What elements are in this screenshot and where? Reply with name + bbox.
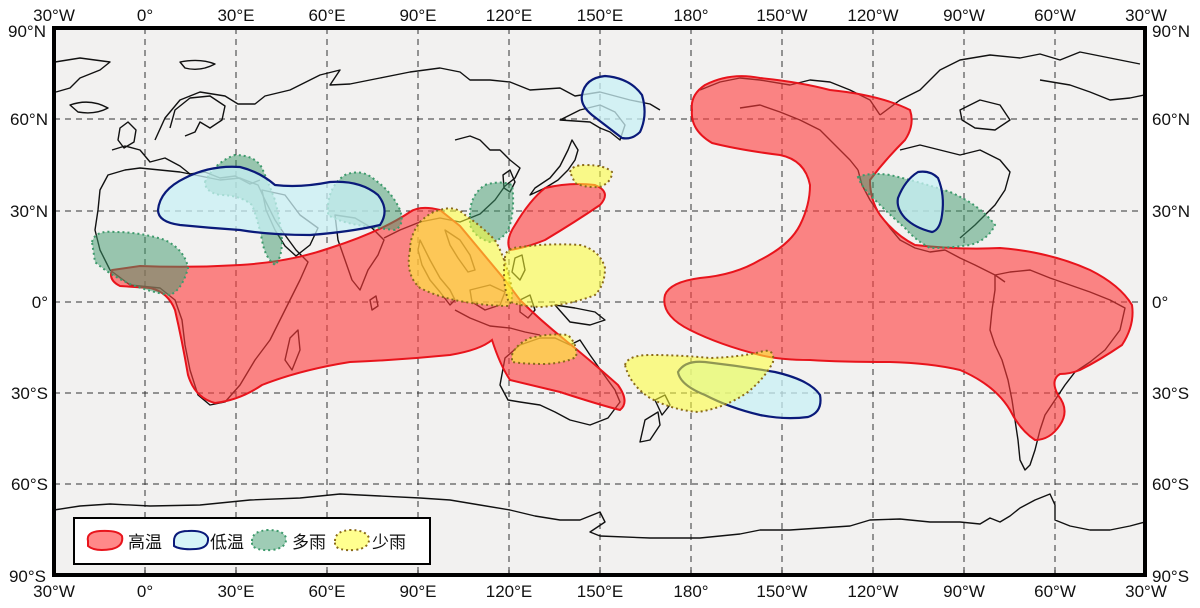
svg-text:30°E: 30°E	[217, 6, 254, 25]
svg-text:30°W: 30°W	[1125, 6, 1167, 25]
svg-text:120°W: 120°W	[847, 6, 898, 25]
svg-text:0°: 0°	[137, 6, 153, 25]
region-wet-west-africa	[90, 230, 190, 297]
svg-text:60°N: 60°N	[1152, 110, 1190, 129]
svg-text:0°: 0°	[32, 293, 48, 312]
svg-text:120°E: 120°E	[486, 6, 533, 25]
region-low-temp-middle-east	[156, 165, 386, 237]
legend-item-low-temp: 低温	[173, 529, 244, 553]
dry-swatch-icon	[334, 528, 371, 552]
svg-text:60°S: 60°S	[1152, 475, 1189, 494]
svg-text:高温: 高温	[128, 533, 162, 553]
lat-labels-right: 90°N 60°N 30°N 0° 30°S 60°S 90°S	[1152, 22, 1190, 586]
region-dry-north-australia	[511, 333, 578, 366]
svg-text:0°: 0°	[1152, 293, 1168, 312]
svg-text:30°N: 30°N	[10, 202, 48, 221]
svg-text:30°S: 30°S	[11, 384, 48, 403]
svg-text:90°S: 90°S	[9, 567, 46, 586]
region-high-temp-pacific-americas	[663, 75, 1134, 442]
wet-swatch-icon	[251, 528, 288, 552]
svg-text:90°W: 90°W	[943, 6, 985, 25]
region-low-temp-usa	[896, 170, 944, 234]
low-temp-swatch-icon	[173, 529, 210, 551]
svg-text:30°W: 30°W	[1125, 582, 1167, 601]
legend: 高温 低温 多雨 少雨	[73, 517, 431, 565]
svg-text:30°W: 30°W	[33, 582, 75, 601]
svg-text:60°E: 60°E	[308, 582, 345, 601]
svg-text:30°E: 30°E	[217, 582, 254, 601]
svg-text:90°S: 90°S	[1152, 567, 1189, 586]
lon-labels-bottom: 30°W 0° 30°E 60°E 90°E 120°E 150°E 180° …	[33, 582, 1167, 601]
svg-text:多雨: 多雨	[292, 533, 326, 553]
lat-labels-left: 90°N 60°N 30°N 0° 30°S 60°S 90°S	[8, 22, 48, 586]
svg-text:90°W: 90°W	[943, 582, 985, 601]
svg-text:150°E: 150°E	[577, 6, 624, 25]
svg-text:180°: 180°	[673, 582, 708, 601]
svg-text:90°E: 90°E	[399, 6, 436, 25]
region-dry-west-pacific	[503, 243, 607, 309]
region-dry-indochina	[407, 207, 514, 308]
region-low-temp-kamchatka	[580, 74, 646, 140]
legend-item-wet: 多雨	[251, 528, 326, 553]
svg-text:低温: 低温	[210, 533, 244, 553]
dry-regions	[407, 163, 775, 414]
svg-text:180°: 180°	[673, 6, 708, 25]
svg-text:150°W: 150°W	[756, 6, 807, 25]
legend-item-high-temp: 高温	[86, 529, 162, 553]
svg-text:60°W: 60°W	[1034, 582, 1076, 601]
legend-item-dry: 少雨	[334, 528, 406, 553]
region-dry-south-pacific	[623, 349, 775, 414]
svg-text:90°N: 90°N	[1152, 22, 1190, 41]
tick-marks	[144, 570, 1056, 575]
svg-text:90°N: 90°N	[8, 22, 46, 41]
lon-labels-top: 30°W 0° 30°E 60°E 90°E 120°E 150°E 180° …	[33, 6, 1167, 25]
region-dry-north-japan	[568, 163, 614, 189]
svg-text:60°W: 60°W	[1034, 6, 1076, 25]
svg-text:30°N: 30°N	[1152, 202, 1190, 221]
svg-text:90°E: 90°E	[399, 582, 436, 601]
svg-text:30°W: 30°W	[33, 6, 75, 25]
svg-text:60°S: 60°S	[11, 475, 48, 494]
svg-text:60°N: 60°N	[10, 110, 48, 129]
svg-text:120°E: 120°E	[486, 582, 533, 601]
svg-text:少雨: 少雨	[372, 533, 406, 553]
svg-text:60°E: 60°E	[308, 6, 345, 25]
high-temp-swatch-icon	[86, 529, 124, 551]
svg-text:150°W: 150°W	[756, 582, 807, 601]
svg-text:150°E: 150°E	[577, 582, 624, 601]
svg-text:30°S: 30°S	[1152, 384, 1189, 403]
svg-text:120°W: 120°W	[847, 582, 898, 601]
svg-text:0°: 0°	[137, 582, 153, 601]
